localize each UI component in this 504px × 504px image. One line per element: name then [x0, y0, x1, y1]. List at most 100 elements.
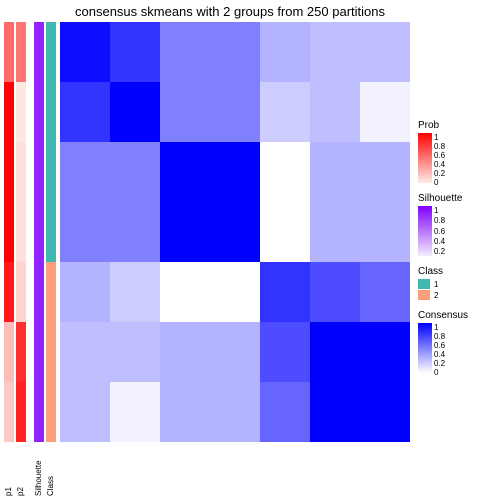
heatmap-cell — [160, 202, 210, 262]
annotation-cell — [46, 202, 56, 262]
annotation-cell — [16, 202, 26, 262]
heatmap-cell — [360, 142, 410, 202]
annotation-cell — [16, 262, 26, 322]
heatmap-cell — [260, 202, 310, 262]
legend-item-label: 1 — [434, 280, 438, 289]
heatmap-cell — [160, 142, 210, 202]
heatmap-cell — [360, 322, 410, 382]
heatmap-cell — [160, 382, 210, 442]
legend-consensus: Consensus10.80.60.40.20 — [418, 310, 498, 373]
heatmap-cell — [360, 82, 410, 142]
heatmap-cell — [160, 82, 210, 142]
consensus-heatmap — [60, 22, 410, 442]
heatmap-cell — [110, 262, 160, 322]
annotation-label: p2 — [16, 446, 26, 496]
legend-tick: 0.6 — [434, 227, 445, 236]
heatmap-cell — [310, 262, 360, 322]
heatmap-cell — [210, 262, 260, 322]
heatmap-cell — [110, 142, 160, 202]
heatmap-cell — [260, 262, 310, 322]
legend-ticks: 10.80.60.40.20 — [434, 133, 445, 183]
legend-items: 12 — [418, 279, 498, 300]
heatmap-cell — [310, 202, 360, 262]
heatmap-cell — [360, 22, 410, 82]
heatmap-cell — [60, 202, 110, 262]
heatmap-cell — [210, 82, 260, 142]
annotation-col-p2 — [16, 22, 26, 442]
legend-swatch — [418, 279, 430, 289]
annotation-cell — [34, 202, 44, 262]
heatmap-cell — [210, 382, 260, 442]
heatmap-cell — [260, 142, 310, 202]
heatmap-cell — [160, 322, 210, 382]
legend-tick: 1 — [434, 133, 445, 142]
heatmap-cell — [210, 322, 260, 382]
annotation-cell — [16, 82, 26, 142]
legend-title: Consensus — [418, 310, 498, 321]
annotation-cell — [34, 82, 44, 142]
annotation-cell — [16, 322, 26, 382]
heatmap-cell — [60, 82, 110, 142]
annotation-cell — [34, 22, 44, 82]
heatmap-cell — [110, 322, 160, 382]
legend-tick: 0.4 — [434, 160, 445, 169]
annotation-cell — [4, 262, 14, 322]
heatmap-cell — [260, 22, 310, 82]
heatmap-cell — [310, 22, 360, 82]
heatmap-cell — [360, 382, 410, 442]
annotation-cell — [46, 382, 56, 442]
legend-tick: 0 — [434, 368, 445, 377]
heatmap-cell — [60, 22, 110, 82]
heatmap-cell — [310, 82, 360, 142]
legend-tick: 0.2 — [434, 247, 445, 256]
heatmap-cell — [110, 382, 160, 442]
annotation-col-p1 — [4, 22, 14, 442]
legend-tick: 0.8 — [434, 142, 445, 151]
annotation-cell — [16, 142, 26, 202]
annotation-cell — [34, 262, 44, 322]
heatmap-cell — [210, 202, 260, 262]
heatmap-cell — [60, 322, 110, 382]
legend-tick: 0.6 — [434, 151, 445, 160]
legend-class: Class 12 — [418, 266, 498, 300]
legend-gradient — [418, 323, 432, 373]
annotation-cell — [4, 142, 14, 202]
annotation-label: Silhouette — [34, 446, 44, 496]
annotation-cell — [46, 322, 56, 382]
heatmap-cell — [310, 142, 360, 202]
annotation-tracks — [4, 22, 56, 442]
heatmap-cell — [360, 202, 410, 262]
annotation-cell — [34, 142, 44, 202]
legend-tick: 1 — [434, 323, 445, 332]
heatmap-cell — [110, 22, 160, 82]
annotation-col-Silhouette — [34, 22, 44, 442]
heatmap-cell — [60, 262, 110, 322]
annotation-cell — [4, 22, 14, 82]
heatmap-cell — [110, 82, 160, 142]
legend-gradient — [418, 133, 432, 183]
annotation-cell — [16, 382, 26, 442]
annotation-cell — [46, 82, 56, 142]
legend-tick: 0.4 — [434, 237, 445, 246]
heatmap-cell — [60, 142, 110, 202]
annotation-label: p1 — [4, 446, 14, 496]
legend-title: Class — [418, 266, 498, 277]
legend-item: 1 — [418, 279, 498, 289]
annotation-cell — [46, 22, 56, 82]
heatmap-cell — [310, 322, 360, 382]
legend-tick: 0.6 — [434, 341, 445, 350]
legend-tick: 0.8 — [434, 216, 445, 225]
legend-gradient — [418, 206, 432, 256]
annotation-cell — [34, 382, 44, 442]
heatmap-cell — [260, 82, 310, 142]
heatmap-cell — [160, 22, 210, 82]
annotation-cell — [34, 322, 44, 382]
heatmap-cell — [260, 322, 310, 382]
heatmap-cell — [60, 382, 110, 442]
heatmap-cell — [210, 22, 260, 82]
annotation-cell — [4, 322, 14, 382]
legend-title: Silhouette — [418, 193, 498, 204]
annotation-label: Class — [46, 446, 56, 496]
legend-tick: 1 — [434, 206, 445, 215]
legend-tick: 0 — [434, 178, 445, 187]
